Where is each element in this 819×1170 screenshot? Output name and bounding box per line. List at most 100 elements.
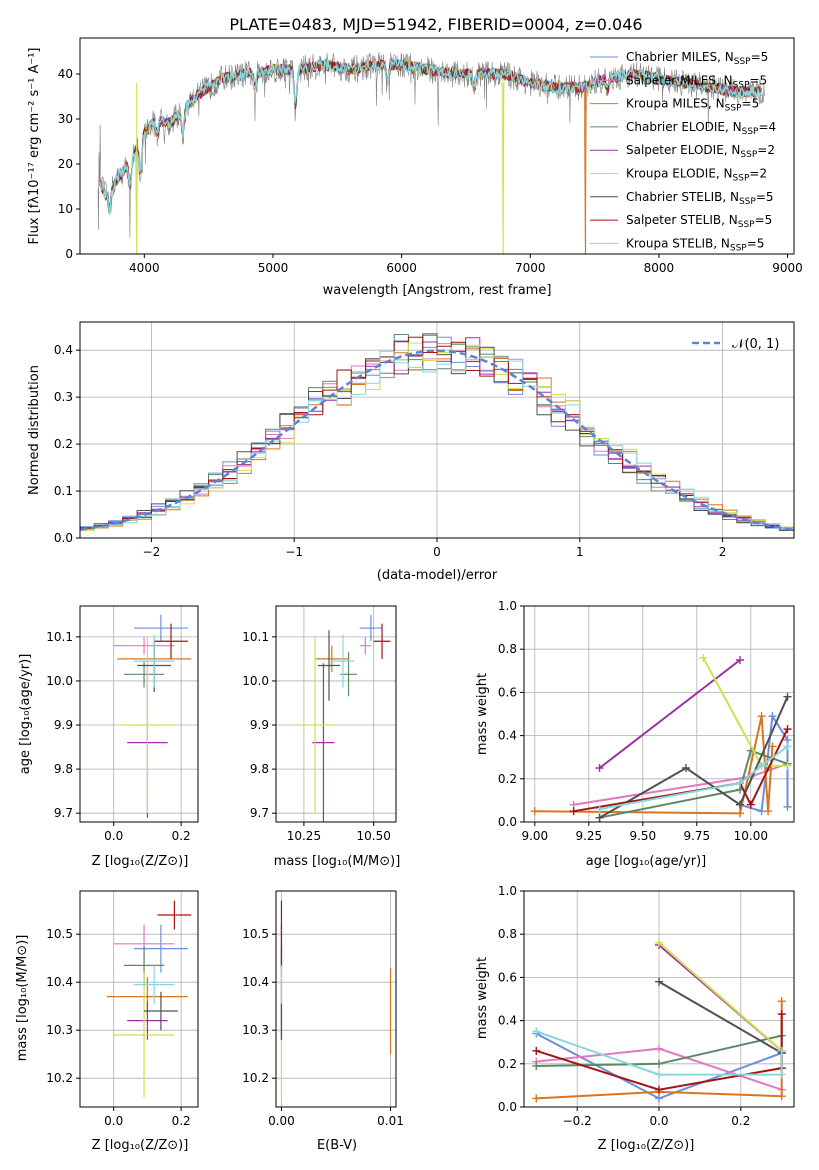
weight-marker (777, 1046, 786, 1055)
x-tick-label: 7000 (515, 261, 546, 275)
y-tick-label: 10.5 (242, 927, 269, 941)
weight-marker (783, 692, 792, 701)
y-tick-label: 1.0 (498, 884, 517, 898)
x-tick-label: 0.0 (104, 1114, 123, 1128)
y-tick-label: 0.6 (498, 685, 517, 699)
weight-marker (569, 807, 578, 816)
weight-marker (746, 800, 755, 809)
weight-marker (783, 761, 792, 770)
age-vs-mass-panel: 10.25 10.50 9.7 9.8 9.9 10.0 10.1 (242, 605, 397, 843)
weight-marker (532, 1094, 541, 1103)
legend-name: Salpeter ELODIE, N (626, 143, 740, 157)
legend-name: Chabrier STELIB, N (626, 190, 739, 204)
mass-ebv-xlabel: E(B-V) (317, 1138, 357, 1153)
x-tick-label: 9.50 (629, 829, 656, 843)
x-tick-label: 10.50 (356, 829, 390, 843)
y-tick-label: 9.8 (250, 762, 269, 776)
y-tick-label: 0.6 (498, 970, 517, 984)
legend-subscript: SSP (733, 80, 750, 90)
x-tick-label: 5000 (258, 261, 289, 275)
y-tick-label: 0 (65, 247, 73, 261)
histogram-ylabel: Normed distribution (27, 365, 42, 495)
legend-label-6: Kroupa ELODIE, NSSP=2 (626, 167, 767, 184)
x-tick-label: −2 (143, 545, 161, 559)
legend-subscript: SSP (742, 127, 759, 137)
weight-marker (532, 1027, 541, 1036)
weight-marker (655, 1070, 663, 1079)
weight-marker (655, 1059, 663, 1068)
y-tick-label: 0.3 (54, 390, 73, 404)
legend-value: =4 (758, 120, 776, 134)
weight-marker (777, 997, 786, 1006)
legend-subscript: SSP (725, 104, 742, 114)
spectrum-panel: PLATE=0483, MJD=51942, FIBERID=0004, z=0… (27, 15, 803, 298)
y-tick-label: 0.2 (498, 1057, 517, 1071)
panel-frame (275, 890, 397, 1108)
y-tick-label: 9.7 (250, 806, 269, 820)
weight-marker (764, 807, 773, 816)
y-tick-label: 0.4 (54, 343, 73, 357)
x-tick-label: 1 (576, 545, 584, 559)
weight-series-7 (658, 980, 783, 1054)
x-tick-label: 0.2 (731, 1114, 750, 1128)
weight-marker (736, 800, 744, 809)
x-tick-label: 9.00 (521, 829, 548, 843)
legend-label-2: Salpeter MILES, NSSP=5 (626, 73, 767, 90)
legend-value: =5 (751, 50, 769, 64)
x-tick-label: −0.2 (563, 1114, 592, 1128)
weight-marker (595, 805, 604, 814)
x-tick-label: 4000 (129, 261, 160, 275)
legend-value: =5 (755, 213, 773, 227)
legend-name: Salpeter STELIB, N (626, 213, 738, 227)
x-tick-label: 0 (433, 545, 441, 559)
residual-histogram-panel: −2 −1 0 1 2 0.0 0.1 0.2 0.3 0.4 (data-model)/erro… (27, 321, 795, 583)
weight-marker (532, 1046, 541, 1055)
legend-label-7: Chabrier STELIB, NSSP=5 (626, 190, 774, 207)
histogram-xlabel: (data-model)/error (377, 568, 498, 583)
weight-series-9 (535, 1030, 783, 1076)
legend-name: Kroupa STELIB, N (626, 236, 730, 250)
x-tick-label: 2 (719, 545, 727, 559)
weight-age-ylabel: mass weight (475, 673, 490, 755)
x-tick-label: 9000 (772, 261, 803, 275)
x-tick-label: 0.2 (172, 829, 191, 843)
x-tick-label: 9.75 (683, 829, 710, 843)
y-tick-label: 10.0 (46, 674, 73, 688)
y-tick-label: 9.9 (54, 718, 73, 732)
y-tick-label: 0.8 (498, 927, 517, 941)
x-tick-label: 0.0 (649, 1114, 668, 1128)
x-tick-label: 0.00 (268, 1114, 295, 1128)
x-tick-label: 0.0 (104, 829, 123, 843)
legend-label-8: Salpeter STELIB, NSSP=5 (626, 213, 772, 230)
y-tick-label: 10.4 (46, 975, 73, 989)
y-tick-label: 0.2 (54, 437, 73, 451)
legend-subscript: SSP (738, 220, 755, 230)
panel-frame (523, 605, 795, 823)
weight-marker (655, 938, 663, 947)
legend-name: Chabrier ELODIE, N (626, 120, 742, 134)
weight-z-ylabel: mass weight (475, 957, 490, 1039)
y-tick-label: 9.9 (250, 718, 269, 732)
legend-value: =5 (756, 190, 774, 204)
weight-marker (768, 712, 777, 721)
weight-marker (757, 761, 766, 770)
legend-subscript: SSP (734, 57, 751, 67)
weight-marker (699, 653, 708, 662)
y-tick-label: 10.3 (46, 1023, 73, 1037)
weight-marker (777, 1070, 786, 1079)
y-tick-label: 0.4 (498, 1014, 517, 1028)
legend-subscript: SSP (740, 150, 757, 160)
y-tick-label: 0.0 (498, 1100, 517, 1114)
legend-name: Kroupa ELODIE, N (626, 167, 733, 181)
x-tick-label: 0.2 (172, 1114, 191, 1128)
weight-marker (783, 725, 792, 734)
weight-age-xlabel: age [log₁₀(age/yr)] (586, 854, 707, 869)
mass-vs-extinction-panel: 0.00 0.01 10.2 10.3 10.4 10.5 (242, 890, 404, 1128)
weight-vs-metallicity-panel: −0.2 0.0 0.2 0.0 0.2 0.4 0.6 0.8 1.0 (498, 884, 795, 1128)
legend-value: =5 (747, 236, 765, 250)
weight-marker (736, 656, 744, 664)
y-tick-label: 1.0 (498, 599, 517, 613)
legend-value: =2 (749, 167, 767, 181)
legend-value: =5 (749, 73, 767, 87)
